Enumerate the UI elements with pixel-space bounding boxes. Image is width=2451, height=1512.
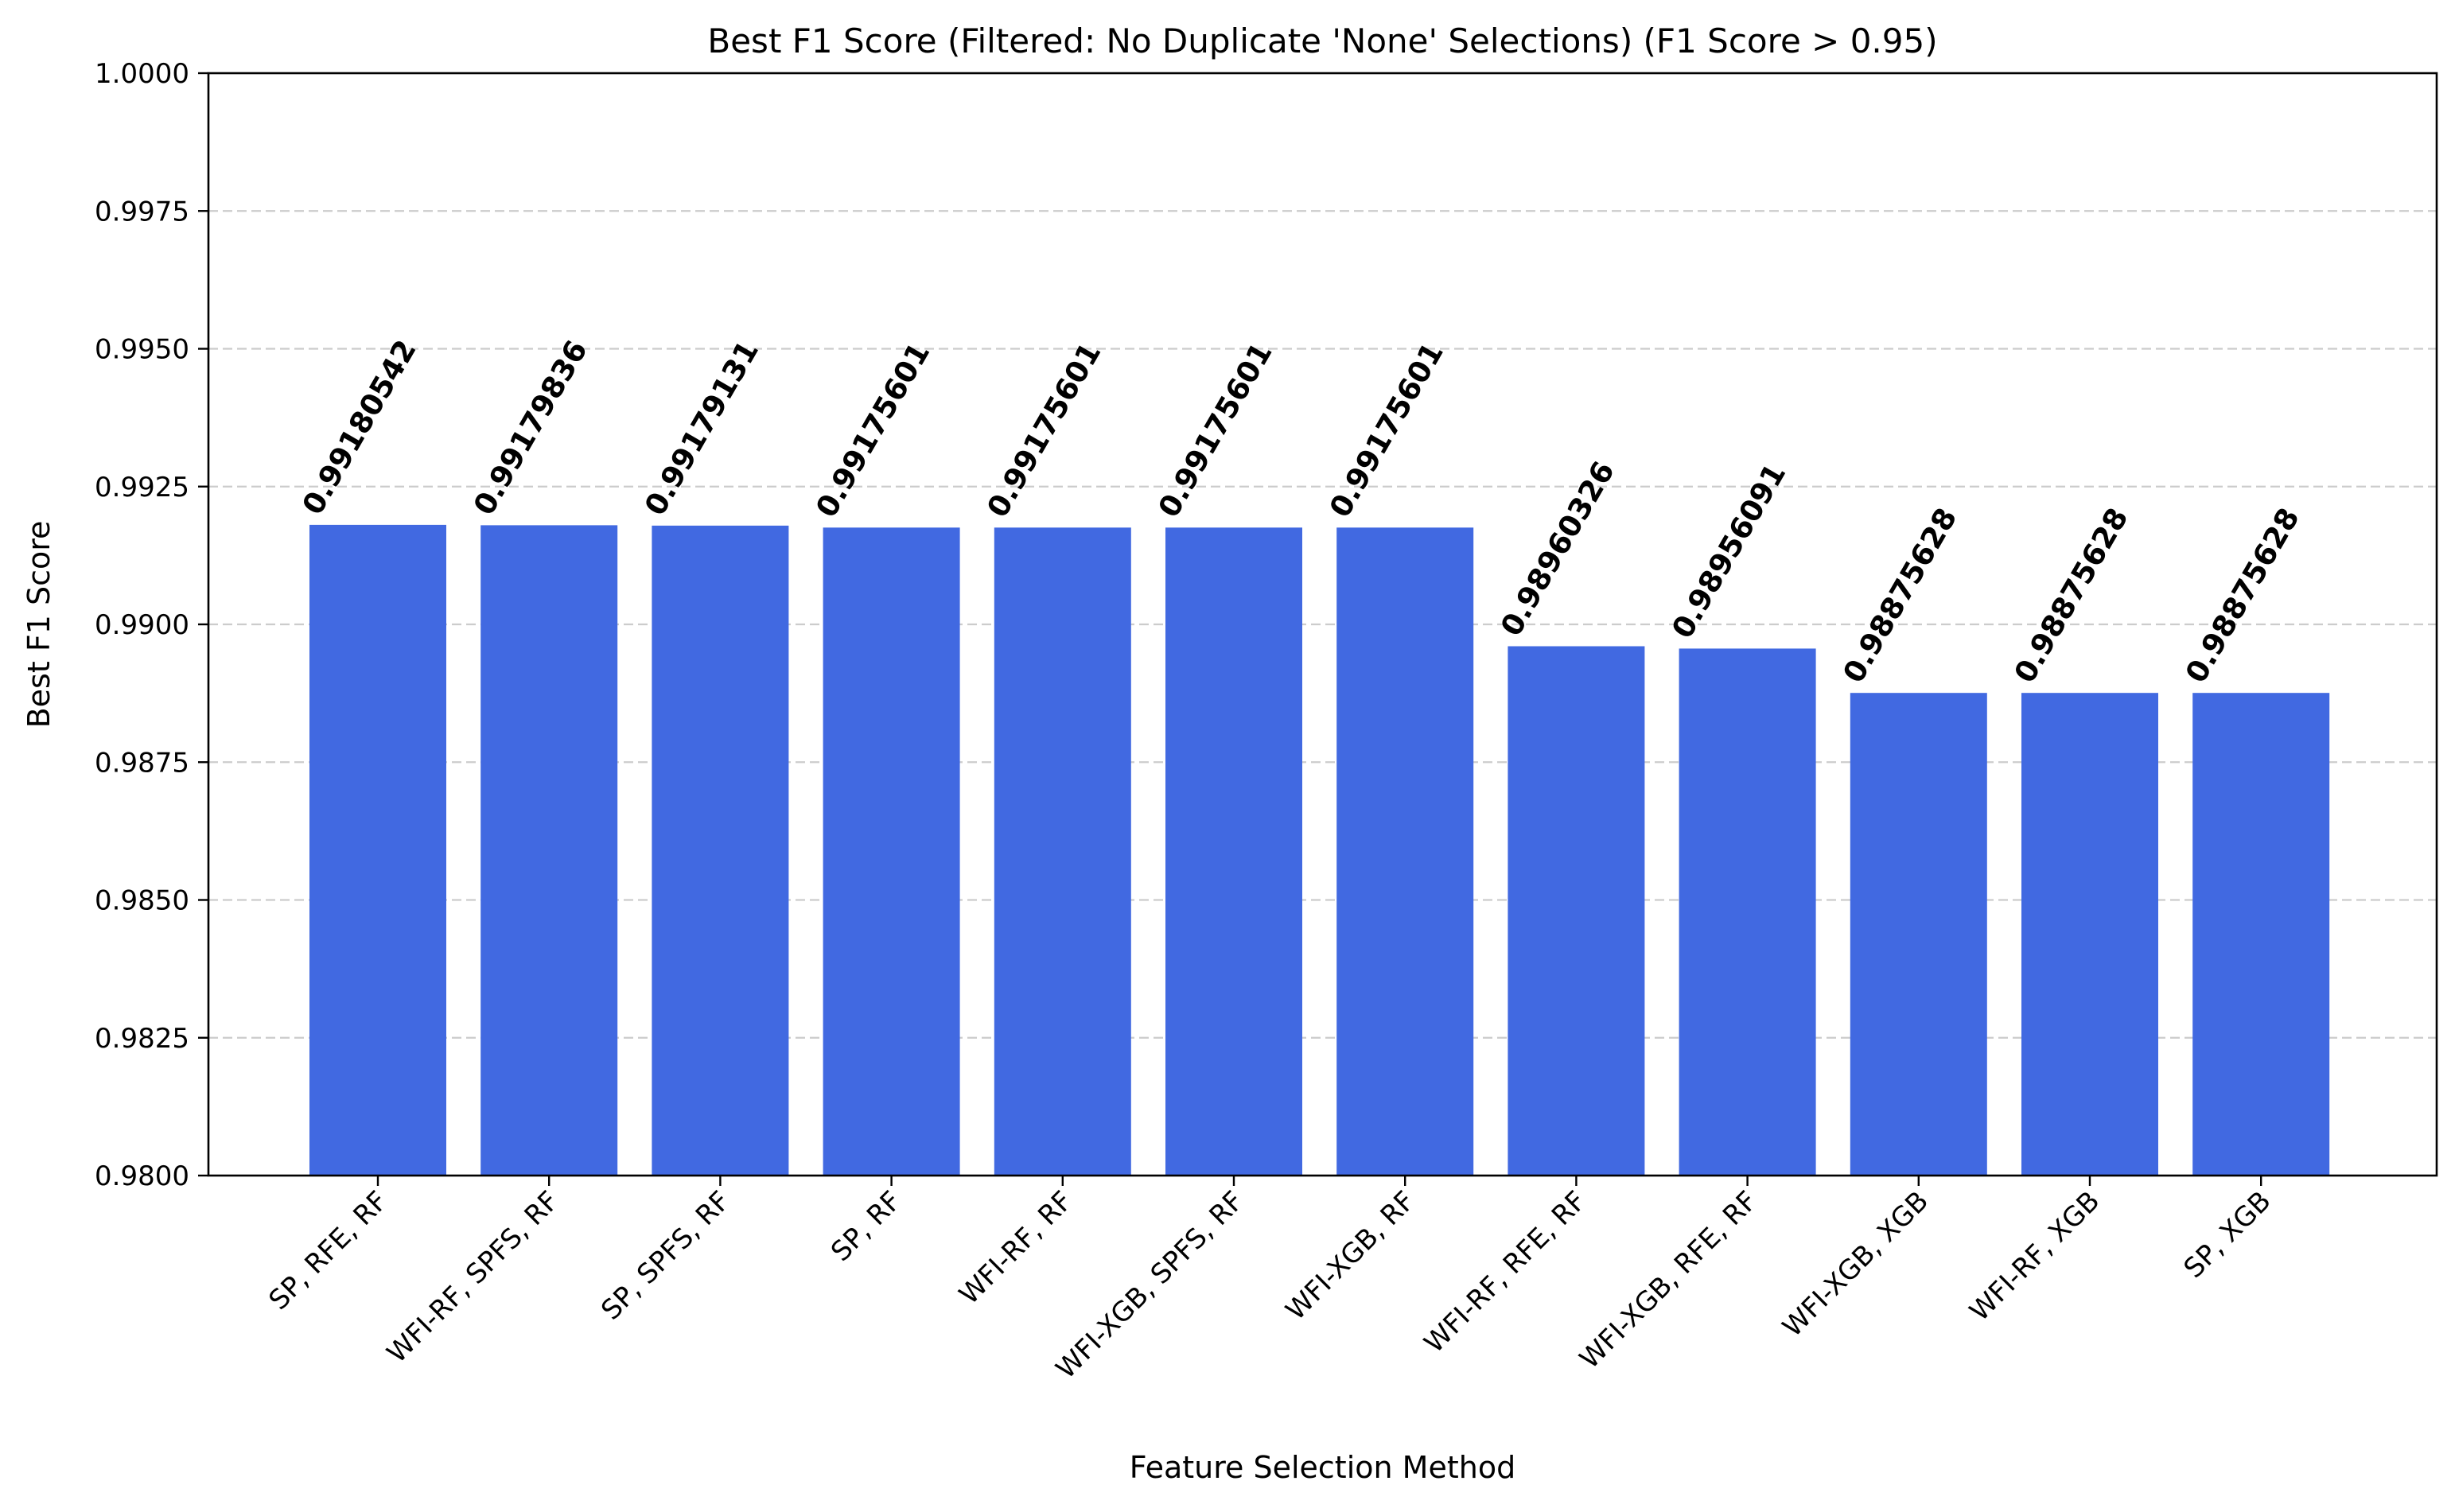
y-tick-label: 0.9975	[95, 196, 189, 227]
bar	[994, 527, 1131, 1176]
y-tick-label: 0.9850	[95, 885, 189, 917]
y-tick-label: 0.9800	[95, 1160, 189, 1192]
x-axis-label: Feature Selection Method	[1130, 1450, 1515, 1485]
y-tick-label: 0.9950	[95, 334, 189, 366]
bar	[652, 525, 789, 1176]
bar	[1850, 693, 1987, 1176]
y-tick-label: 0.9825	[95, 1023, 189, 1055]
bar	[1336, 527, 1474, 1176]
bar	[823, 527, 960, 1176]
bar	[1165, 527, 1302, 1176]
bar	[309, 524, 446, 1176]
y-axis-label: Best F1 Score	[21, 521, 56, 729]
bar	[2192, 693, 2330, 1176]
bar	[1679, 648, 1816, 1176]
bars	[309, 524, 2330, 1176]
bar	[2021, 693, 2158, 1176]
bar	[480, 525, 618, 1176]
bar	[1508, 646, 1645, 1176]
y-axis-ticks: 0.9800 0.9825 0.9850 0.9875 0.9900 0.9925 0.99…	[95, 58, 208, 1192]
chart-title: Best F1 Score (Filtered: No Duplicate 'N…	[707, 21, 1937, 60]
y-tick-label: 0.9900	[95, 609, 189, 641]
y-tick-label: 0.9925	[95, 472, 189, 503]
y-tick-label: 0.9875	[95, 747, 189, 779]
y-tick-label: 1.0000	[95, 58, 189, 90]
